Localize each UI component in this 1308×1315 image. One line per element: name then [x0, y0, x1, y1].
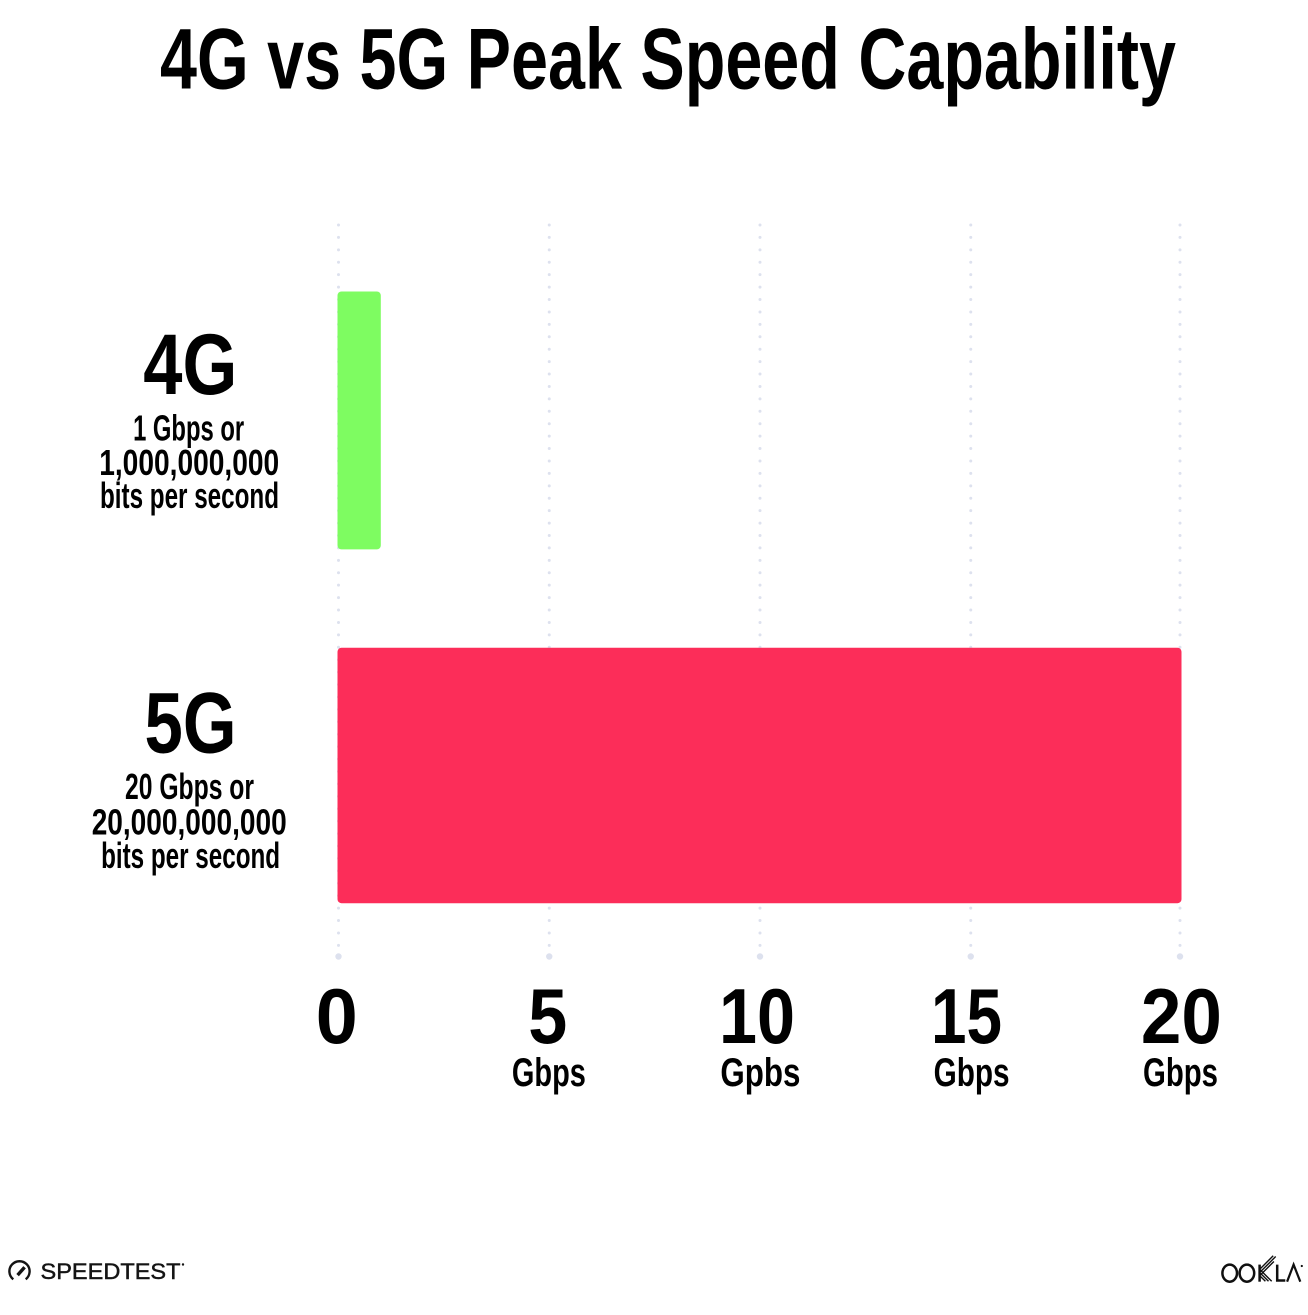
svg-text:20,000,000,000: 20,000,000,000 [92, 802, 287, 843]
svg-text:10: 10 [719, 972, 795, 1060]
svg-text:bits per second: bits per second [101, 835, 280, 876]
svg-text:5G: 5G [145, 676, 237, 772]
svg-text:Gbps: Gbps [934, 1051, 1010, 1095]
svg-text:1,000,000,000: 1,000,000,000 [99, 442, 279, 483]
svg-text:4G: 4G [143, 317, 237, 413]
svg-text:5: 5 [528, 972, 567, 1060]
svg-text:Gpbs: Gpbs [720, 1051, 800, 1095]
svg-text:SPEEDTEST: SPEEDTEST [41, 1259, 181, 1284]
svg-text:20 Gbps or: 20 Gbps or [125, 766, 254, 807]
svg-text:4G vs 5G Peak Speed Capability: 4G vs 5G Peak Speed Capability [160, 12, 1176, 108]
svg-text:20: 20 [1141, 972, 1222, 1060]
svg-text:Gbps: Gbps [1143, 1051, 1218, 1095]
svg-text:0: 0 [316, 972, 358, 1060]
svg-text:15: 15 [931, 972, 1002, 1060]
svg-text:Gbps: Gbps [512, 1051, 586, 1095]
svg-text:1 Gbps or: 1 Gbps or [133, 407, 244, 448]
svg-text:bits per second: bits per second [100, 475, 279, 516]
